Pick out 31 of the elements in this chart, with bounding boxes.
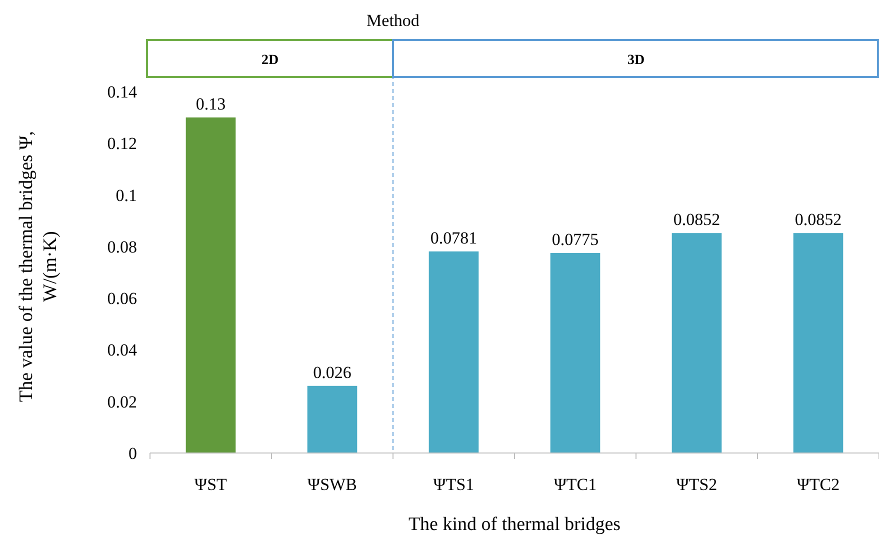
data-label: 0.0852 <box>794 210 842 230</box>
x-tick-label: ΨTS1 <box>433 475 474 494</box>
data-label: 0.0781 <box>430 228 478 248</box>
text: Method <box>366 11 420 30</box>
y-tick-label: 0.1 <box>116 186 137 205</box>
data-label: 0.13 <box>196 94 226 114</box>
y-tick-label: 0.06 <box>107 289 137 308</box>
y-tick-label: 0.12 <box>107 134 137 154</box>
x-tick-label: ΨTC2 <box>796 475 840 494</box>
data-label: 0.0852 <box>673 210 720 230</box>
y-tick-label: 0.04 <box>107 340 138 360</box>
data-label: 0.0775 <box>552 230 599 249</box>
bar <box>307 386 358 453</box>
bar <box>672 233 722 453</box>
y-axis-title: The value of the thermal bridges Ψ, W/(m·K) <box>16 131 61 402</box>
annotation: 2D <box>261 53 279 68</box>
annotation: 3D <box>627 53 645 68</box>
y-tick-label: 0.14 <box>107 82 138 102</box>
x-tick-label: ΨST <box>194 475 228 494</box>
data-label: 0.026 <box>313 362 352 382</box>
bar <box>428 251 479 453</box>
bar <box>550 252 600 453</box>
y-tick-label: 0.02 <box>107 392 137 412</box>
x-tick-label: ΨSWB <box>308 475 357 494</box>
y-tick-label: 0.08 <box>107 237 137 256</box>
bar <box>793 233 844 453</box>
x-tick-label: ΨTS2 <box>676 475 718 494</box>
x-tick-label: ΨTC1 <box>554 475 597 494</box>
y-tick-label: 0 <box>128 444 137 463</box>
bar <box>186 117 236 453</box>
x-axis-title: The kind of thermal bridges <box>408 514 621 535</box>
